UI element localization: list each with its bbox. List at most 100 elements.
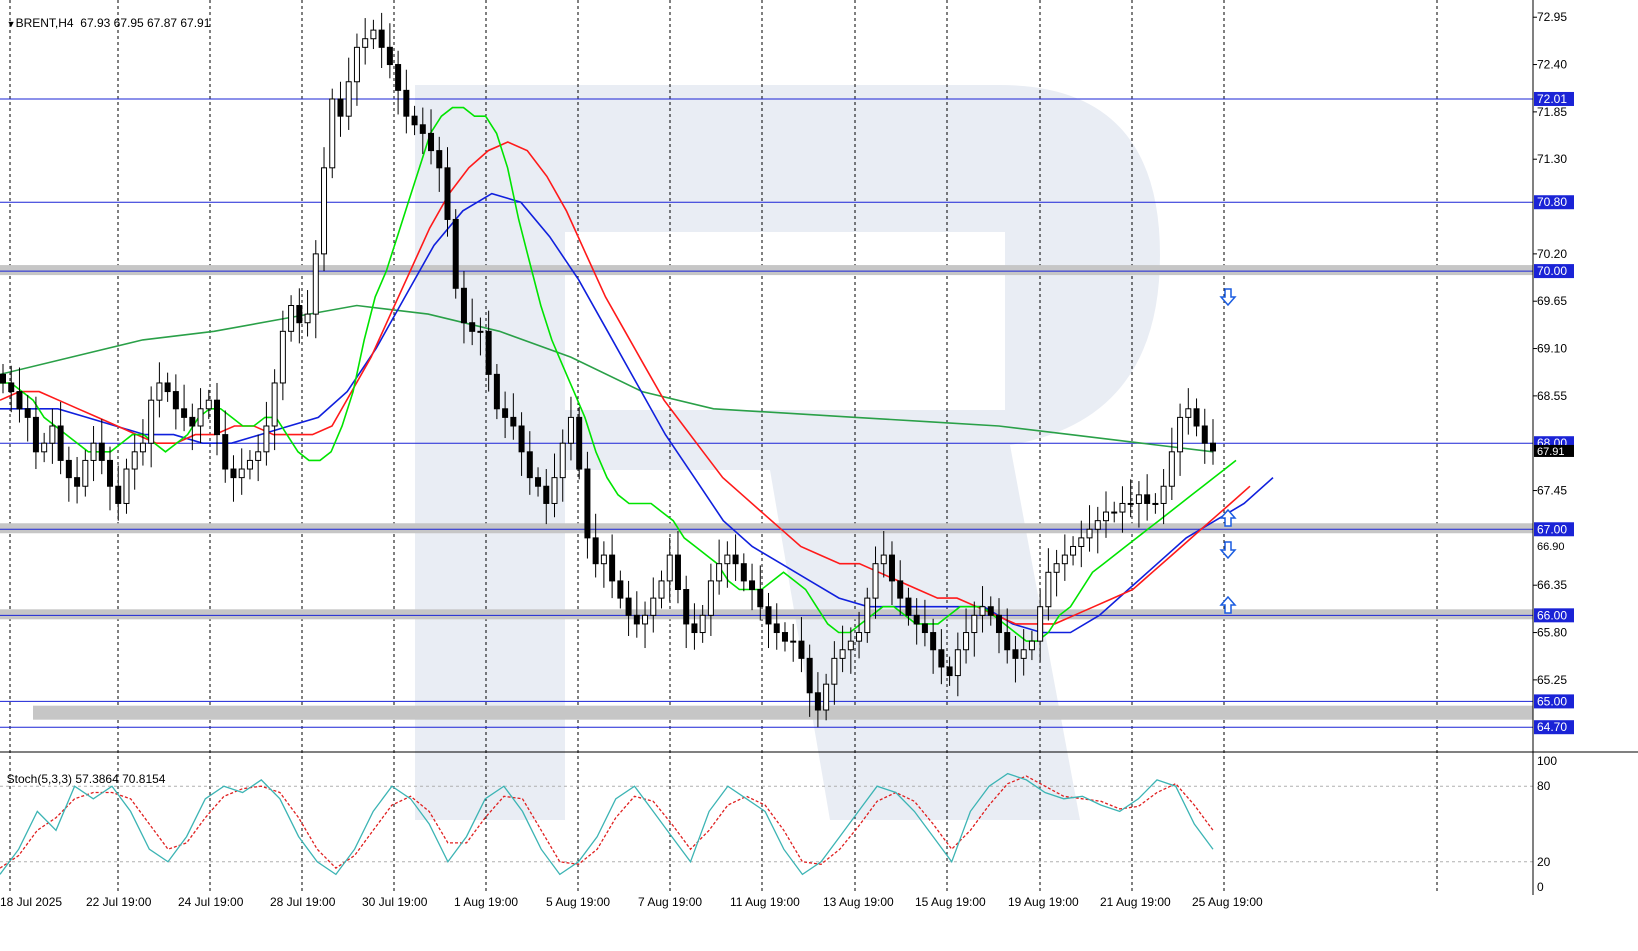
candle-body [1020, 649, 1027, 659]
candle-body [584, 468, 591, 539]
chart-header: ▼BRENT,H4 67.93 67.95 67.87 67.91 [0, 2, 211, 30]
candle-body [222, 434, 229, 470]
candle-body [493, 373, 500, 410]
candle-body [156, 382, 163, 401]
level-label: 66.00 [1537, 608, 1567, 622]
x-tick-label: 28 Jul 19:00 [270, 895, 336, 909]
candle-body [559, 442, 566, 479]
candle-body [617, 580, 624, 599]
candle-body [263, 425, 270, 453]
candle-body [419, 124, 426, 134]
x-tick-label: 22 Jul 19:00 [86, 895, 152, 909]
candle-body [321, 167, 328, 255]
candle-body [123, 468, 130, 504]
candle-body [666, 554, 673, 582]
candle-body [197, 408, 204, 427]
candle-body [362, 38, 369, 48]
candle-body [16, 391, 23, 410]
candle-body [1168, 451, 1175, 487]
candle-body [658, 580, 665, 599]
forecast-arrows [1219, 288, 1237, 614]
candle-body [609, 554, 616, 582]
y-tick-label: 67.45 [1537, 484, 1567, 498]
candle-body [683, 589, 690, 625]
x-tick-label: 30 Jul 19:00 [362, 895, 428, 909]
candle-body [378, 29, 385, 48]
candle-body [345, 81, 352, 117]
candle-body [592, 537, 599, 565]
x-tick-label: 18 Jul 2025 [0, 895, 62, 909]
level-label: 67.00 [1537, 522, 1567, 536]
candle-body [1028, 640, 1035, 651]
candle-body [600, 554, 607, 565]
level-tag [1534, 720, 1574, 735]
candle-body [57, 425, 64, 461]
candle-body [831, 657, 838, 685]
watermark-r-shape [415, 85, 1160, 820]
menu-arrow-icon[interactable]: ▼ [6, 19, 16, 29]
y-tick-label: 72.95 [1537, 10, 1567, 24]
candle-body [1061, 554, 1068, 565]
candle-body [205, 399, 212, 410]
candle-body [131, 451, 138, 470]
candle-body [1177, 416, 1184, 453]
candle-body [395, 64, 402, 91]
stoch-header: Stoch(5,3,3) 57.3864 70.8154 [0, 758, 166, 786]
stoch-tick-label: 100 [1537, 754, 1557, 768]
candle-body [485, 330, 492, 375]
x-tick-label: 19 Aug 19:00 [1008, 895, 1079, 909]
candle-body [543, 485, 550, 504]
level-label: 70.00 [1537, 264, 1567, 278]
candle-body [1045, 571, 1052, 608]
candle-body [806, 657, 813, 694]
candle-body [370, 29, 377, 40]
candle-body [49, 425, 56, 444]
candle-body [1086, 528, 1093, 539]
x-tick-label: 5 Aug 19:00 [546, 895, 610, 909]
candle-body [353, 46, 360, 83]
x-tick-label: 13 Aug 19:00 [823, 895, 894, 909]
y-tick-label: 66.35 [1537, 578, 1567, 592]
ma-blue-line [0, 192, 1274, 634]
ohlc-values: 67.93 67.95 67.87 67.91 [80, 16, 211, 30]
extra-price-label: 66.90 [1537, 541, 1565, 553]
candle-body [987, 606, 994, 616]
candle-body [526, 451, 533, 479]
candle-body [1012, 649, 1019, 659]
level-tag [1534, 694, 1574, 709]
y-tick-label: 72.40 [1537, 58, 1567, 72]
candle-body [699, 614, 706, 634]
candle-body [452, 218, 459, 289]
watermark-logo [415, 85, 1160, 820]
candle-body [798, 640, 805, 659]
candle-body [1135, 494, 1142, 504]
candle-body [214, 399, 221, 436]
candle-body [707, 580, 714, 616]
candle-body [230, 468, 237, 479]
candle-body [1193, 408, 1200, 427]
candle-body [979, 606, 986, 616]
candle-body [1004, 632, 1011, 651]
arrow-up [1219, 595, 1237, 614]
candle-body [576, 416, 583, 470]
candle-body [1160, 485, 1167, 504]
candle-body [444, 167, 451, 220]
candle-body [1111, 511, 1118, 514]
stoch-label: Stoch(5,3,3) [6, 772, 73, 786]
candle-body [246, 459, 253, 470]
y-tick-label: 65.25 [1537, 673, 1567, 687]
candle-body [650, 597, 657, 616]
candle-body [633, 614, 640, 625]
level-tag [1534, 608, 1574, 623]
y-tick-label: 68.55 [1537, 389, 1567, 403]
candle-body [781, 632, 788, 642]
candle-body [642, 614, 649, 625]
y-tick-label: 71.30 [1537, 152, 1567, 166]
candle-body [74, 477, 81, 487]
candle-body [839, 649, 846, 659]
candle-body [238, 468, 245, 479]
candle-body [288, 305, 295, 332]
candle-body [1037, 606, 1044, 642]
candle-body [164, 382, 171, 393]
